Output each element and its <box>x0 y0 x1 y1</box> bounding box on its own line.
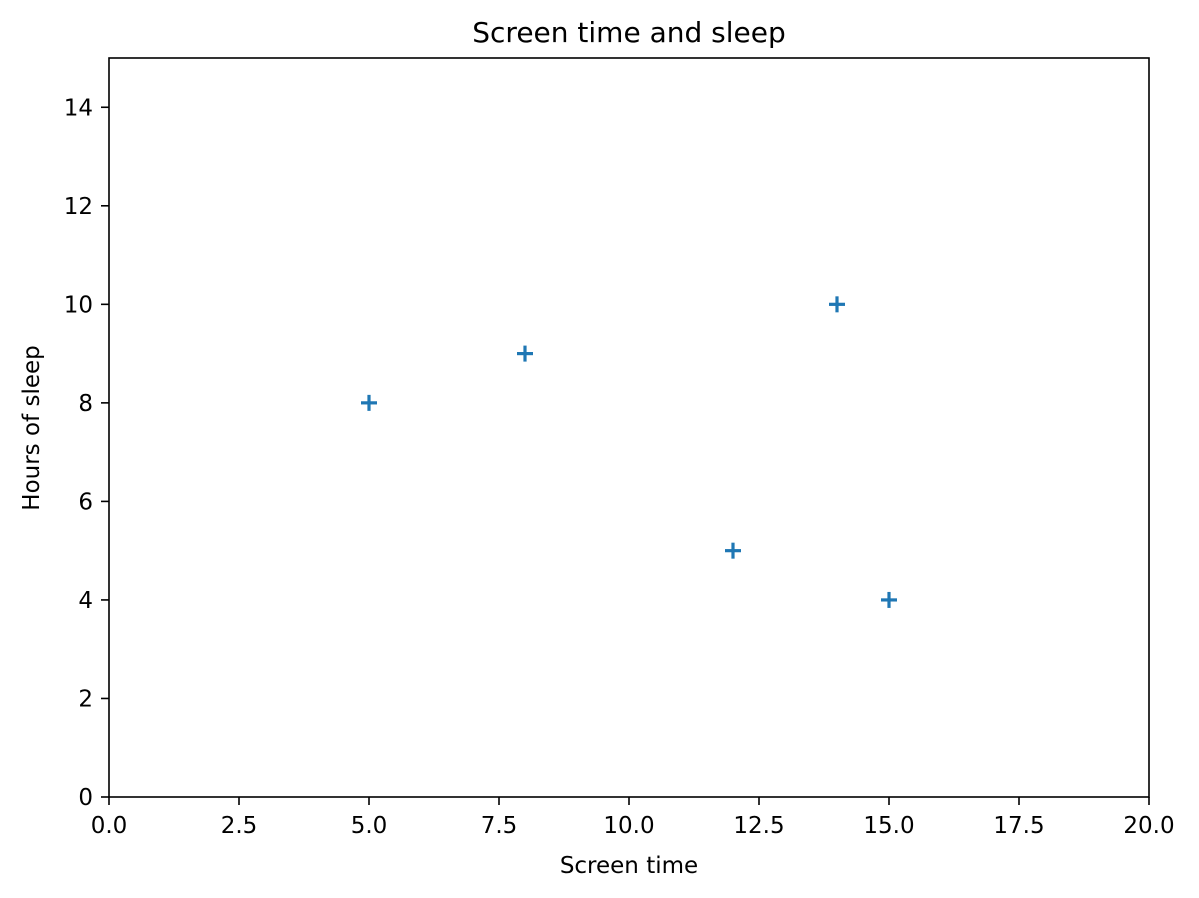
x-tick-label: 10.0 <box>603 813 654 839</box>
x-tick-label: 2.5 <box>221 813 258 839</box>
x-axis-label: Screen time <box>560 853 698 879</box>
chart-title: Screen time and sleep <box>472 16 786 49</box>
y-tick-label: 12 <box>64 194 93 220</box>
x-tick-label: 12.5 <box>733 813 784 839</box>
y-tick-label: 6 <box>78 489 93 515</box>
y-tick-label: 14 <box>64 95 93 121</box>
y-tick-label: 8 <box>78 391 93 417</box>
x-tick-label: 7.5 <box>481 813 518 839</box>
y-tick-label: 10 <box>64 292 93 318</box>
y-axis-label: Hours of sleep <box>19 345 45 510</box>
y-axis-ticks: 0 2 4 6 8 10 12 14 <box>64 95 109 811</box>
plot-area-frame <box>108 57 1150 798</box>
x-axis-ticks: 0.0 2.5 5.0 7.5 10.0 12.5 15.0 17.5 20.0 <box>91 797 1175 839</box>
data-point <box>829 296 845 313</box>
data-point <box>881 591 897 608</box>
y-tick-label: 2 <box>78 686 93 712</box>
data-point <box>517 345 533 362</box>
x-tick-label: 5.0 <box>351 813 388 839</box>
x-tick-label: 0.0 <box>91 813 128 839</box>
data-point <box>361 394 377 411</box>
data-point <box>725 542 741 559</box>
y-tick-label: 0 <box>78 785 93 811</box>
x-tick-label: 20.0 <box>1123 813 1174 839</box>
x-tick-label: 17.5 <box>993 813 1044 839</box>
y-tick-label: 4 <box>78 588 93 614</box>
x-tick-label: 15.0 <box>863 813 914 839</box>
data-points <box>361 296 897 608</box>
